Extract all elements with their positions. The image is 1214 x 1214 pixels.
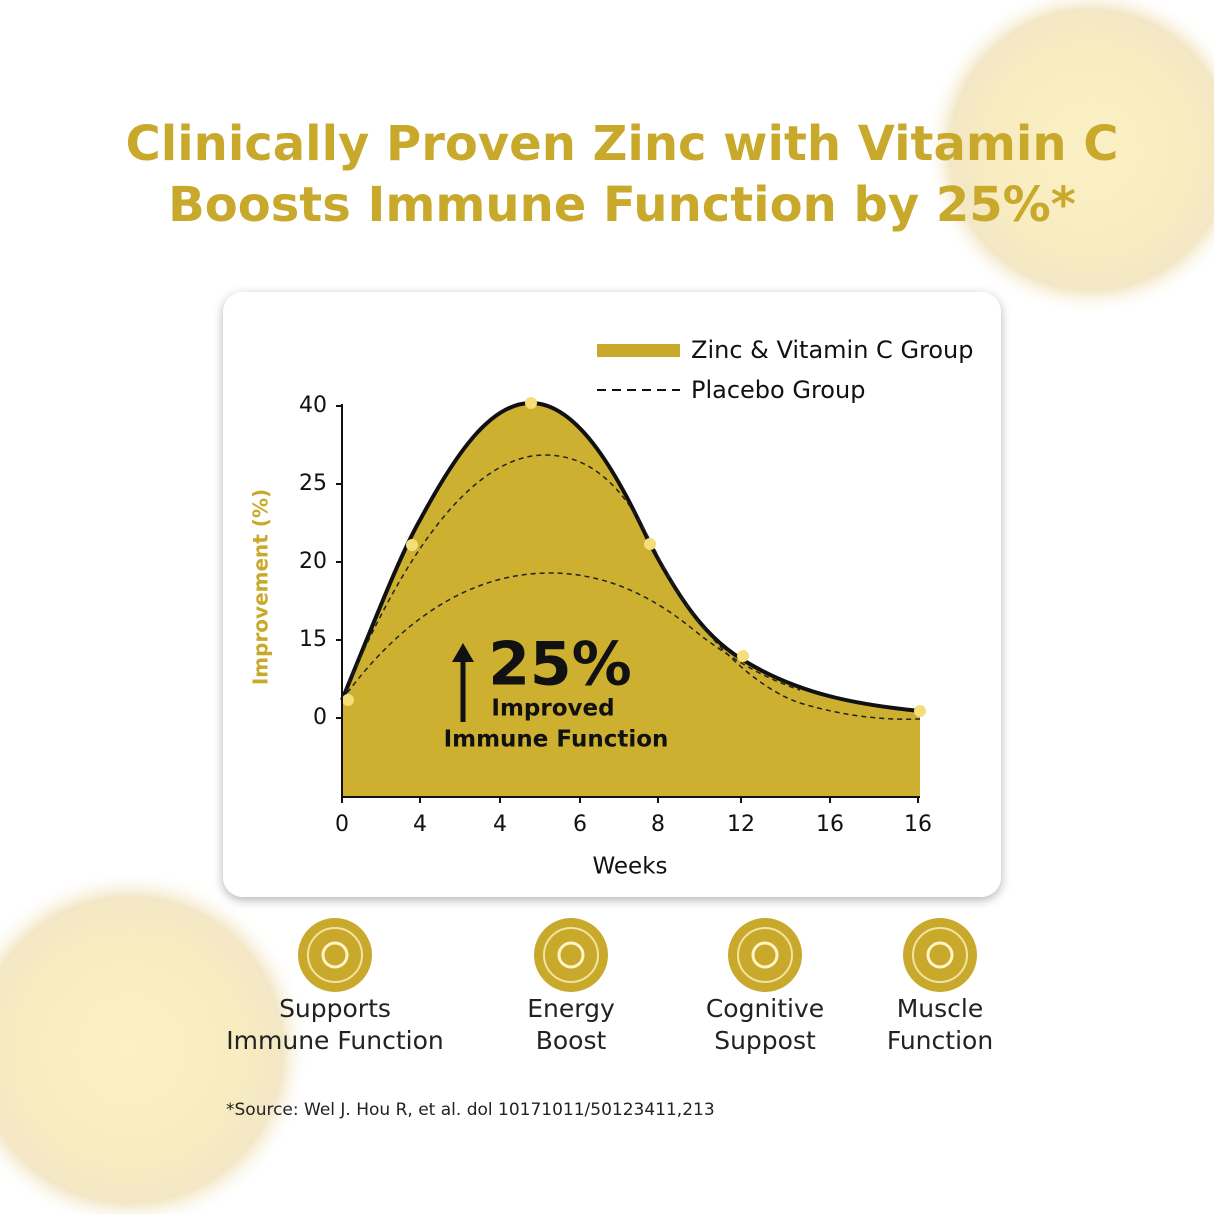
feature-icon-core [557,941,585,969]
feature-icon-ring [912,927,968,983]
x-tick-label: 16 [904,812,932,837]
feature-icon-ring [737,927,793,983]
feature-icon [728,918,802,992]
feature-icon-ring [307,927,363,983]
point [737,650,749,662]
y-tick-label: 40 [299,393,327,418]
decor-bubble [925,0,1214,315]
point [342,694,354,706]
x-tick-label: 12 [727,812,755,837]
feature-icon-core [751,941,779,969]
x-tick-label: 16 [816,812,844,837]
feature-label: Muscle [897,994,984,1023]
y-tick-label: 25 [299,471,327,496]
feature-label: Energy [527,994,615,1023]
y-tick-label: 20 [299,549,327,574]
feature-icon [298,918,372,992]
point [644,538,656,550]
point [914,705,926,717]
feature-icon [534,918,608,992]
callout-text: Immune Function [444,727,669,753]
callout-text: Improved [491,696,614,722]
legend-label: Placebo Group [691,376,865,404]
x-axis-title: Weeks [593,854,668,880]
x-tick-label: 4 [413,812,427,837]
source: *Source: Wel J. Hou R, et al. dol 101710… [226,1100,715,1120]
feature-label: Boost [536,1026,607,1055]
y-axis-title: Improvement (%) [249,489,273,685]
line-placebo-2 [341,572,801,701]
feature-icon-core [926,941,954,969]
feature-label: Supports [279,994,391,1023]
x-tick-label: 4 [493,812,507,837]
feature-label: Function [887,1026,993,1055]
legend-swatch [597,344,680,357]
x-tick-label: 8 [651,812,665,837]
feature-label: Immune Function [226,1026,443,1055]
x-tick-label: 6 [573,812,587,837]
legend-label: Zinc & Vitamin C Group [691,336,974,364]
x-tick-label: 0 [335,812,349,837]
point [525,397,537,409]
title: Clinically Proven Zinc with Vitamin C [126,116,1119,172]
point [406,539,418,551]
y-tick-label: 15 [299,627,327,652]
callout-value: 25% [488,630,632,700]
feature-icon-ring [543,927,599,983]
feature-label: Cognitive [706,994,824,1023]
callout-arrowhead [452,643,474,662]
y-tick-label: 0 [313,705,327,730]
feature-icon-core [321,941,349,969]
title: Boosts Immune Function by 25%* [168,177,1076,233]
feature-label: Suppost [714,1026,816,1055]
area-zinc [342,403,920,797]
decor-bubble [0,870,310,1214]
feature-icon [903,918,977,992]
